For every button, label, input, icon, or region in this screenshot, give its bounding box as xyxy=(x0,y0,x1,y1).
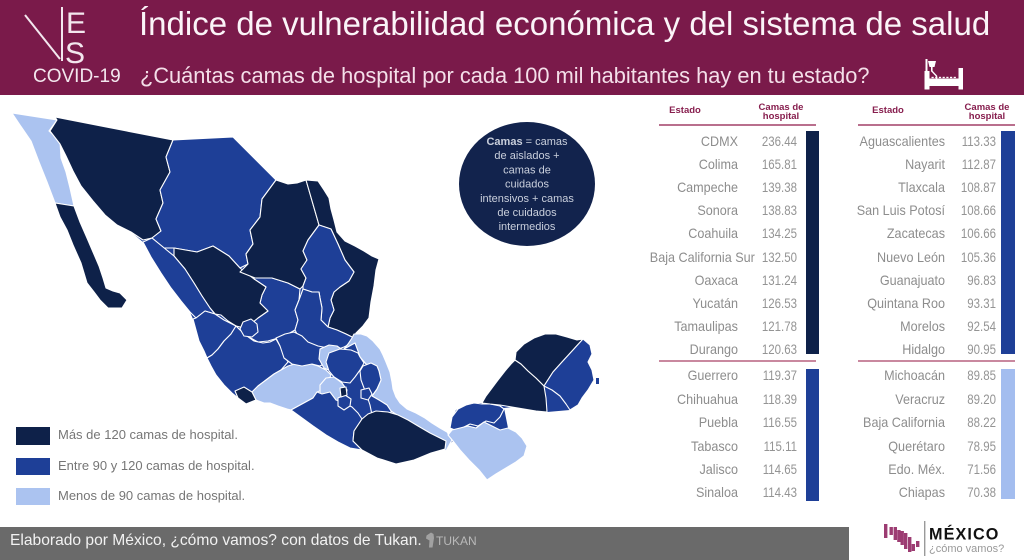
svg-text:MÉXICO: MÉXICO xyxy=(929,525,999,544)
svg-text:camas de: camas de xyxy=(503,164,551,176)
svg-text:cuidados: cuidados xyxy=(505,179,550,191)
svg-text:intermedios: intermedios xyxy=(499,221,556,233)
svg-text:¿cómo vamos?: ¿cómo vamos? xyxy=(929,543,1004,555)
svg-text:de aislados +: de aislados + xyxy=(494,150,559,162)
svg-text:intensivos + camas: intensivos + camas xyxy=(480,193,574,205)
svg-text:Camas = camas: Camas = camas xyxy=(486,136,568,148)
svg-text:E: E xyxy=(66,7,86,40)
svg-text:COVID-19: COVID-19 xyxy=(33,66,121,87)
svg-text:TUKAN: TUKAN xyxy=(436,534,477,548)
svg-text:S: S xyxy=(65,37,85,70)
svg-text:de cuidados: de cuidados xyxy=(497,207,557,219)
